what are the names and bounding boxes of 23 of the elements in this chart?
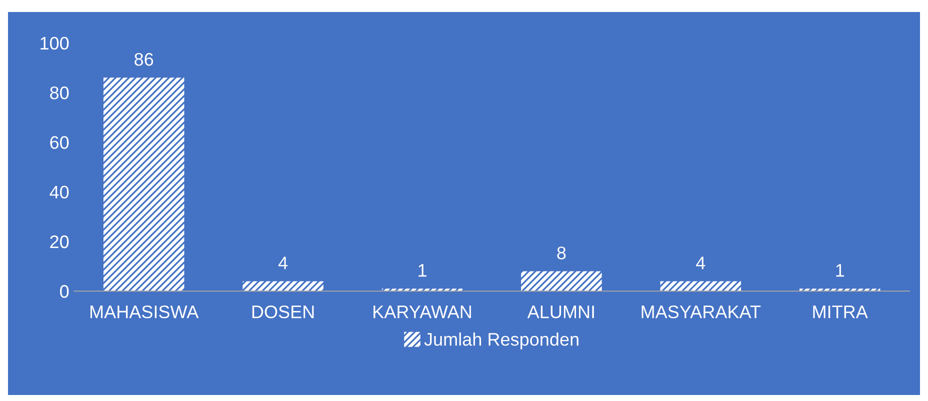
bar — [660, 281, 742, 292]
x-tick-label: MITRA — [813, 306, 868, 318]
data-label: 4 — [278, 256, 288, 270]
bar — [242, 281, 324, 292]
x-tick-label: MAHASISWA — [90, 305, 199, 318]
x-tick-label: KARYAWAN — [374, 306, 471, 318]
legend-label: Jumlah Responden — [424, 332, 578, 350]
y-tick-label: 80 — [50, 86, 69, 100]
x-tick-label: ALUMNI — [527, 306, 594, 318]
data-label: 86 — [134, 52, 154, 66]
bar — [103, 78, 184, 292]
data-label: 4 — [696, 256, 706, 270]
y-tick-label: 60 — [50, 136, 69, 149]
y-tick-label: 40 — [50, 186, 69, 199]
data-label: 1 — [418, 264, 426, 277]
bar — [521, 271, 602, 292]
y-tick-label: 0 — [60, 285, 69, 298]
x-tick-label: MASYARAKAT — [642, 305, 761, 318]
x-tick-label: DOSEN — [252, 305, 314, 318]
y-tick-label: 100 — [40, 36, 69, 50]
y-tick-label: 20 — [50, 235, 69, 248]
data-label: 8 — [557, 246, 566, 260]
data-label: 1 — [836, 264, 844, 277]
